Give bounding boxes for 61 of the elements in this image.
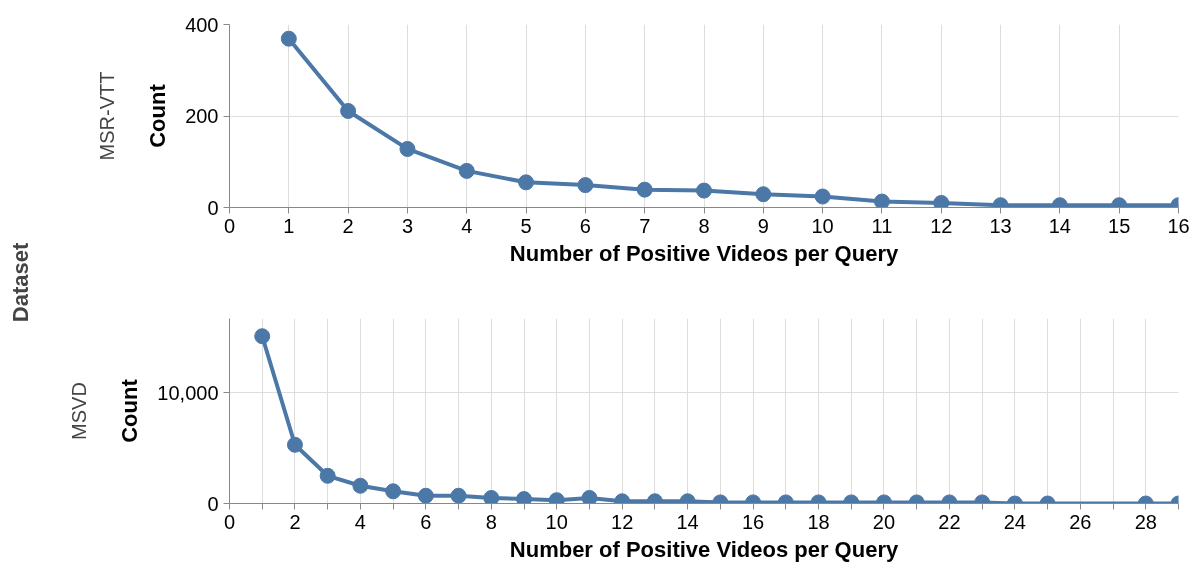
point xyxy=(516,491,533,504)
point xyxy=(286,436,303,453)
x-tick-label: 10 xyxy=(811,214,834,237)
y-tick-label: 400 xyxy=(185,13,219,36)
x-tick-label: 20 xyxy=(872,510,896,533)
point xyxy=(755,186,772,203)
x-tick-label: 6 xyxy=(420,510,432,533)
point xyxy=(483,489,500,504)
point xyxy=(399,140,416,157)
x-tick-label: 13 xyxy=(989,214,1012,237)
text: MSVD xyxy=(67,382,90,440)
x-tick-label: 4 xyxy=(461,214,473,237)
x-tick-label: 2 xyxy=(289,510,301,533)
x-tick-label: 15 xyxy=(1108,214,1131,237)
x-tick-label: 12 xyxy=(930,214,953,237)
point xyxy=(458,162,475,179)
y-tick-label: 0 xyxy=(207,196,219,219)
x-tick-label: 12 xyxy=(611,510,634,533)
y-axis-title: Count xyxy=(145,83,171,148)
x-tick-label: 18 xyxy=(807,510,830,533)
x-tick-label: 8 xyxy=(698,214,710,237)
y-tick-label: 10,000 xyxy=(157,381,219,404)
x-tick-label: 11 xyxy=(871,214,893,237)
point xyxy=(696,182,712,199)
x-tick-label: 0 xyxy=(223,510,236,533)
x-tick-label: 7 xyxy=(639,214,651,237)
x-tick-label: 5 xyxy=(520,214,532,237)
x-tick-label: 28 xyxy=(1134,510,1157,533)
point xyxy=(340,102,357,119)
point xyxy=(814,188,831,205)
x-tick-label: 10 xyxy=(545,510,568,533)
x-tick-label: 14 xyxy=(1048,214,1071,237)
x-tick-label: 14 xyxy=(676,510,699,533)
text: Dataset xyxy=(8,242,33,323)
x-tick-label: 0 xyxy=(223,214,236,237)
x-axis-title: Number of Positive Videos per Query xyxy=(509,536,899,562)
point xyxy=(518,174,535,191)
point xyxy=(280,30,297,47)
text: MSR-VTT xyxy=(95,71,118,161)
x-tick-label: 26 xyxy=(1069,510,1092,533)
point xyxy=(636,181,653,198)
point xyxy=(581,489,598,504)
x-tick-label: 1 xyxy=(283,214,295,237)
x-tick-label: 22 xyxy=(938,510,961,533)
x-tick-label: 16 xyxy=(1167,214,1190,237)
y-tick-label: 200 xyxy=(185,105,219,127)
x-tick-label: 6 xyxy=(579,214,591,237)
point xyxy=(577,177,594,194)
point xyxy=(873,193,890,208)
y-axis-title: Count xyxy=(117,378,143,443)
point xyxy=(254,328,271,345)
x-tick-label: 8 xyxy=(485,510,497,533)
x-tick-label: 2 xyxy=(342,214,354,237)
x-tick-label: 24 xyxy=(1003,510,1027,533)
y-tick-label: 0 xyxy=(207,492,219,515)
x-tick-label: 9 xyxy=(757,214,769,237)
x-axis-title: Number of Positive Videos per Query xyxy=(509,240,899,266)
point xyxy=(933,194,950,208)
x-tick-label: 3 xyxy=(401,214,413,237)
x-tick-label: 16 xyxy=(741,510,765,533)
x-tick-label: 4 xyxy=(354,510,366,533)
